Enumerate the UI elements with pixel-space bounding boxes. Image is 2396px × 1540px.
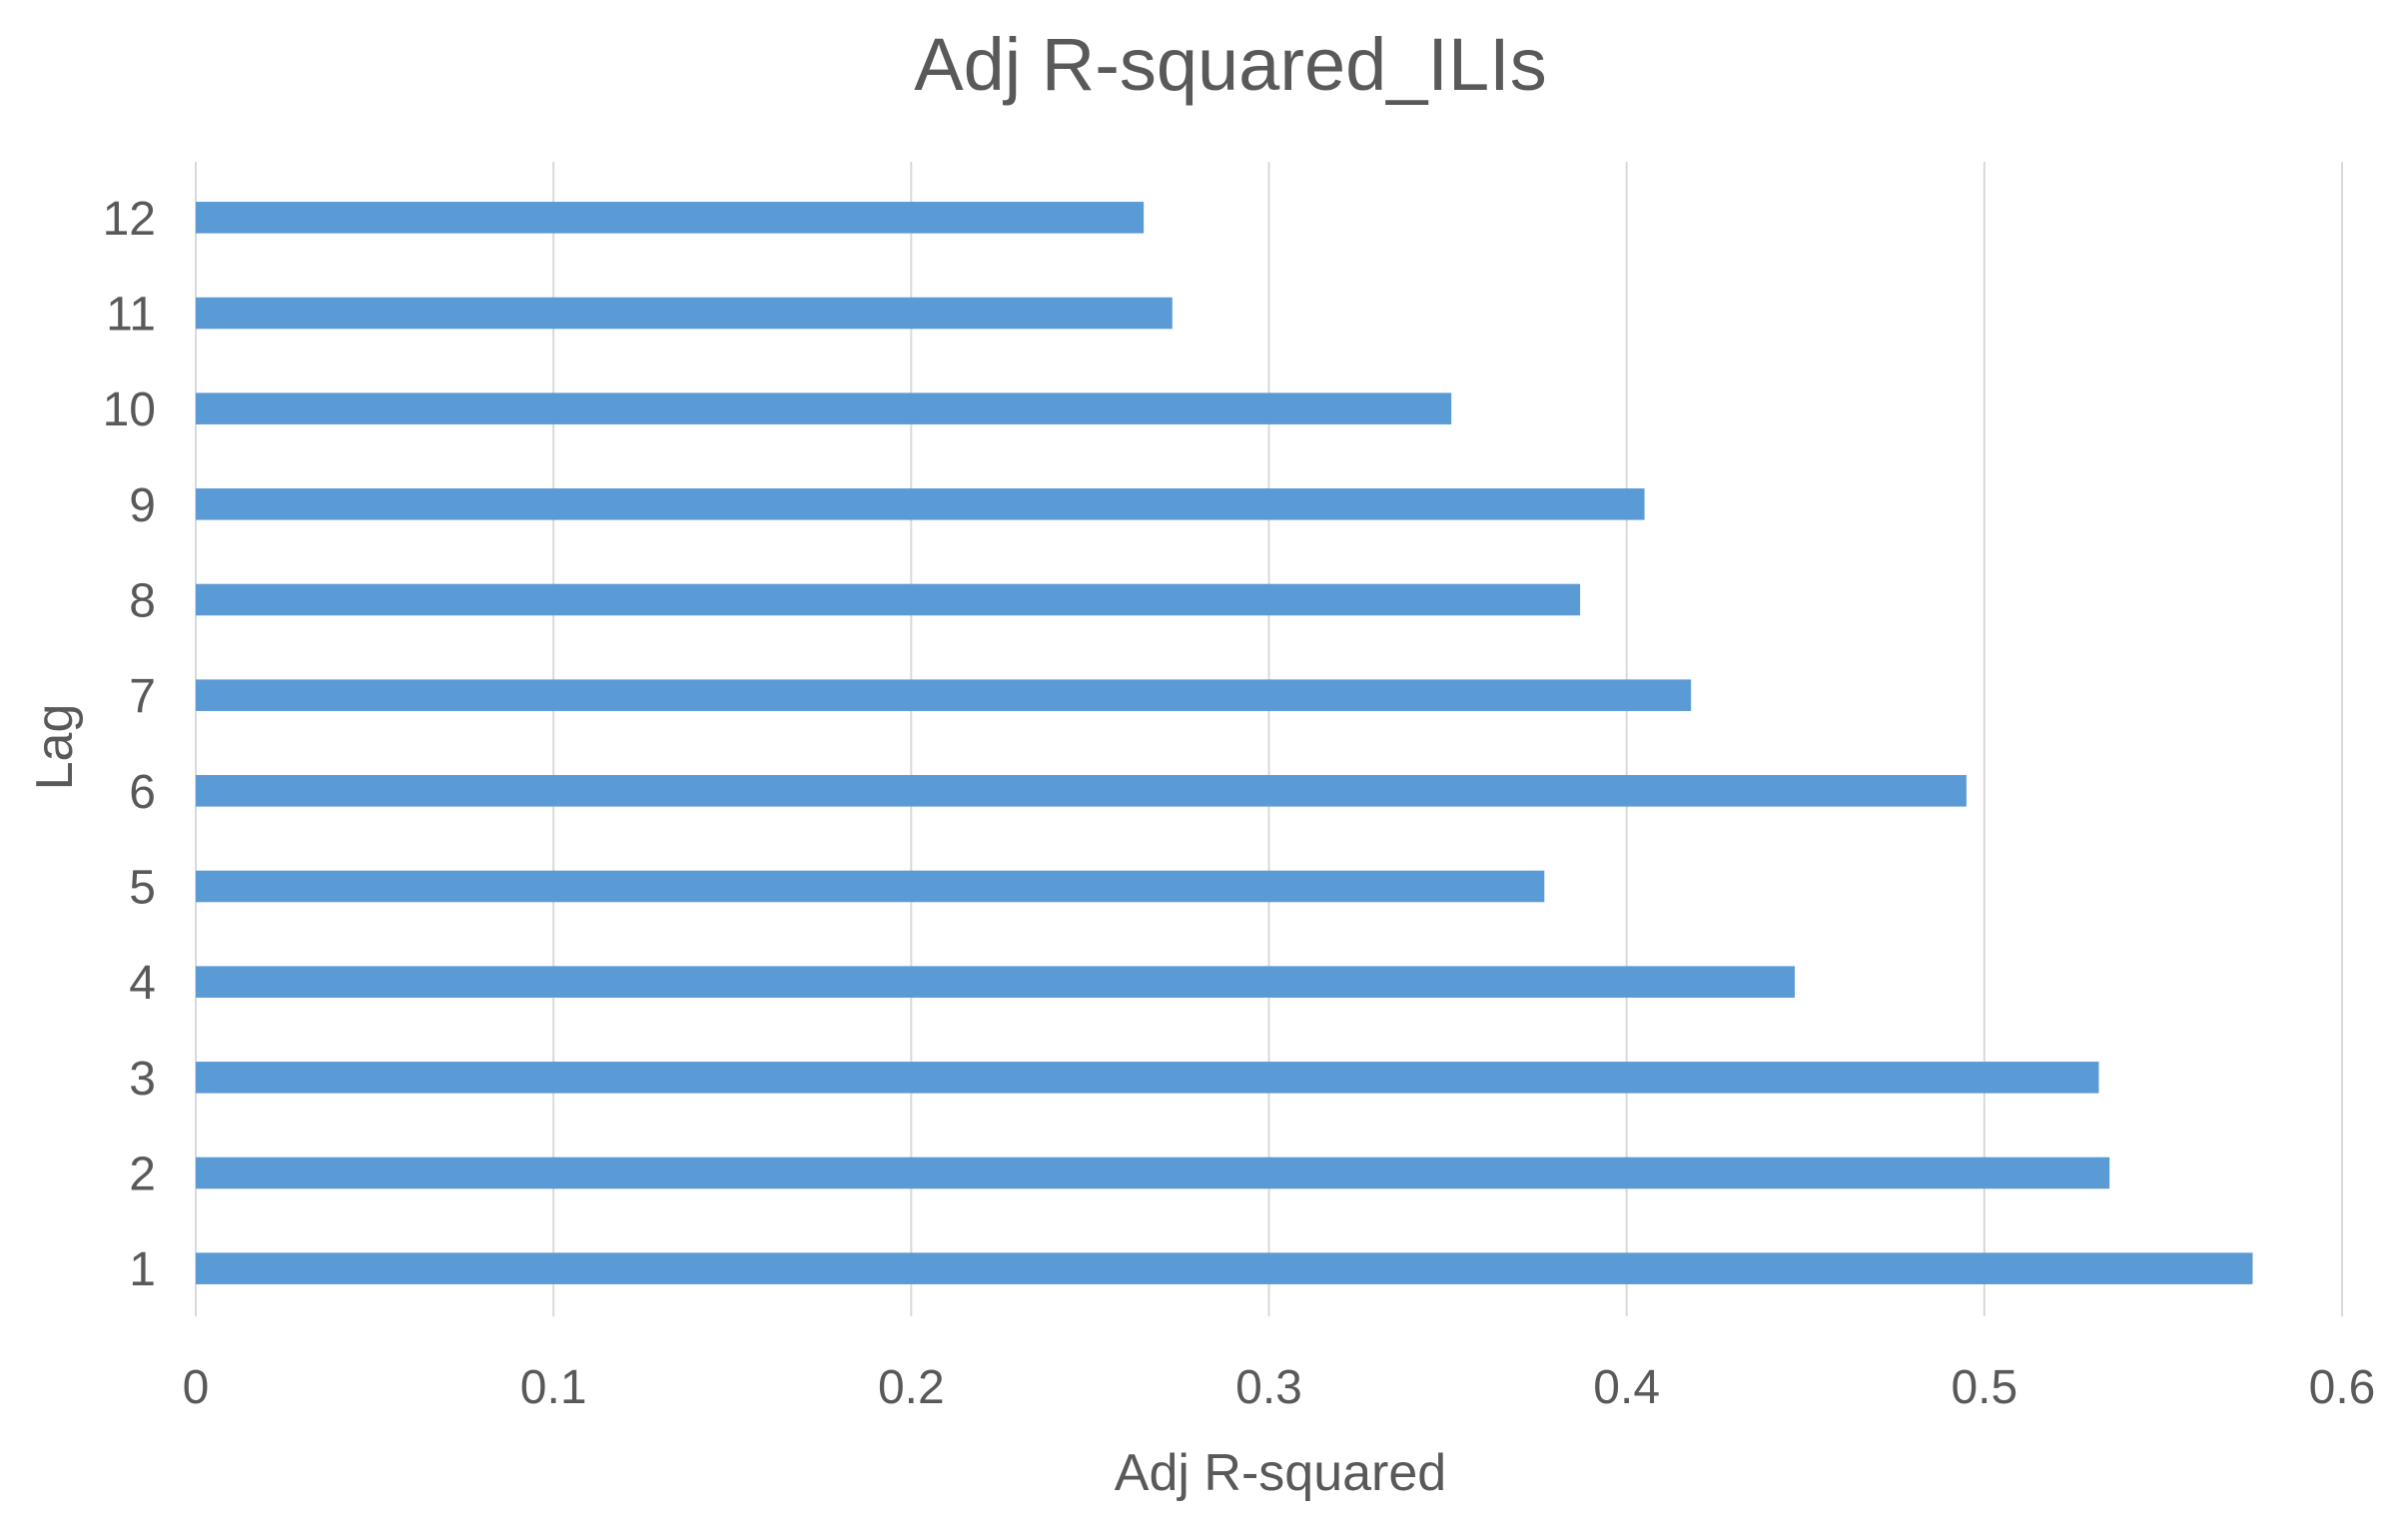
chart-title: Adj R-squared_ILIs [914, 23, 1546, 106]
bar [196, 392, 1452, 424]
bars [196, 202, 2253, 1284]
y-tick-label: 2 [129, 1149, 156, 1201]
bar [196, 775, 1967, 807]
x-tick-label: 0.4 [1593, 1361, 1660, 1414]
bar [196, 1156, 2110, 1189]
gridlines [195, 162, 2343, 1316]
y-axis-title: Lag [26, 704, 84, 791]
y-tick-label: 9 [129, 479, 156, 532]
x-tick-label: 0 [183, 1361, 210, 1414]
x-axis-title: Adj R-squared [1115, 1444, 1446, 1502]
y-tick-label: 7 [129, 670, 156, 723]
bar [196, 870, 1545, 903]
bar [196, 488, 1645, 520]
x-tick-label: 0.6 [2309, 1361, 2376, 1414]
y-tick-label: 10 [103, 384, 156, 436]
bar [196, 966, 1796, 998]
y-tick-label: 11 [106, 289, 156, 342]
bar [196, 297, 1173, 330]
y-tick-label: 8 [129, 575, 156, 628]
bar [196, 202, 1145, 234]
x-axis-ticks: 0 0.1 0.2 0.3 0.4 0.5 0.6 [183, 1361, 2376, 1414]
x-tick-label: 0.5 [1951, 1361, 2017, 1414]
y-tick-label: 6 [129, 766, 156, 819]
x-tick-label: 0.3 [1235, 1361, 1302, 1414]
x-tick-label: 0.2 [878, 1361, 945, 1414]
y-tick-label: 3 [129, 1053, 156, 1106]
bar [196, 1062, 2099, 1094]
x-tick-label: 0.1 [520, 1361, 587, 1414]
bar [196, 583, 1581, 616]
y-tick-label: 1 [129, 1243, 156, 1296]
y-tick-label: 12 [103, 193, 156, 246]
y-tick-label: 4 [129, 957, 156, 1010]
y-tick-label: 5 [129, 862, 156, 915]
bar [196, 679, 1692, 711]
bar [196, 1252, 2253, 1284]
